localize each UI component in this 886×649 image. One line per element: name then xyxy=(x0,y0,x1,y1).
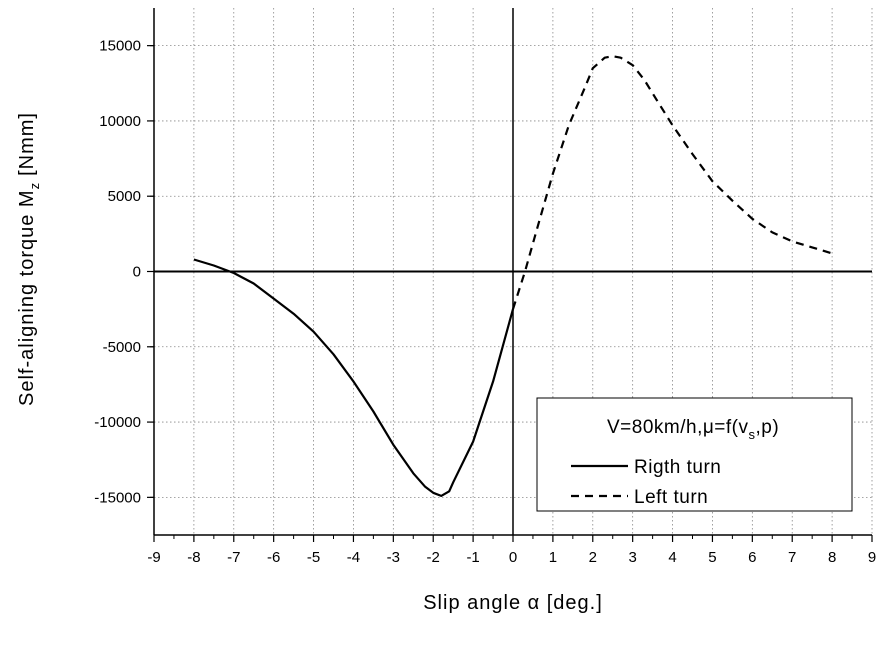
x-tick-label: 6 xyxy=(748,549,756,566)
y-axis-title-main: Self-aligning torque M xyxy=(16,189,38,406)
legend-title: V=80km/h,μ=f(vs,p) xyxy=(607,417,779,442)
x-tick-label: -6 xyxy=(267,549,280,566)
legend-label-left-turn: Left turn xyxy=(634,487,708,508)
y-tick-label: -10000 xyxy=(94,414,141,431)
x-tick-label: -5 xyxy=(307,549,320,566)
y-tick-label: 10000 xyxy=(99,113,141,130)
x-tick-label: 4 xyxy=(668,549,676,566)
y-axis-title: Self-aligning torque Mz [Nmm] xyxy=(16,112,42,406)
x-tick-label: -7 xyxy=(227,549,240,566)
y-tick-label: -15000 xyxy=(94,489,141,506)
legend-box xyxy=(536,397,853,512)
x-tick-label: -3 xyxy=(387,549,400,566)
series-layer xyxy=(193,55,833,497)
x-tick-label: -2 xyxy=(427,549,440,566)
series-line-right-turn xyxy=(193,258,515,497)
series-line-left-turn xyxy=(511,55,833,310)
x-tick-label: 3 xyxy=(628,549,636,566)
y-tick-label: -5000 xyxy=(103,339,141,356)
x-tick-label: -9 xyxy=(147,549,160,566)
x-tick-label: 5 xyxy=(708,549,716,566)
x-tick-label: 2 xyxy=(589,549,597,566)
y-tick-label: 0 xyxy=(133,264,141,281)
legend-title-end: ,p) xyxy=(756,417,780,438)
x-tick-label: -8 xyxy=(187,549,200,566)
y-axis-title-sub: z xyxy=(27,182,42,190)
x-tick-label: 8 xyxy=(828,549,836,566)
x-tick-label: -4 xyxy=(347,549,360,566)
y-tick-label: 15000 xyxy=(99,38,141,55)
x-tick-label: 7 xyxy=(788,549,796,566)
y-axis-title-unit: [Nmm] xyxy=(16,112,38,176)
legend-title-sub: s xyxy=(749,427,756,442)
x-tick-label: -1 xyxy=(466,549,479,566)
x-tick-label: 9 xyxy=(868,549,876,566)
ticks: -9 -8 -7 -6 -5 -4 -3 -2 -1 0 1 2 3 4 5 6 7 8 9 -15000 -10000… xyxy=(94,38,876,566)
x-tick-label: 0 xyxy=(509,549,517,566)
legend-title-main: V=80km/h,μ=f(v xyxy=(607,417,749,438)
x-axis-title: Slip angle α [deg.] xyxy=(423,592,603,614)
y-tick-label: 5000 xyxy=(108,188,141,205)
x-tick-label: 1 xyxy=(549,549,557,566)
legend-label-right-turn: Rigth turn xyxy=(634,457,721,478)
legend: V=80km/h,μ=f(vs,p) Rigth turn Left turn xyxy=(536,397,853,512)
